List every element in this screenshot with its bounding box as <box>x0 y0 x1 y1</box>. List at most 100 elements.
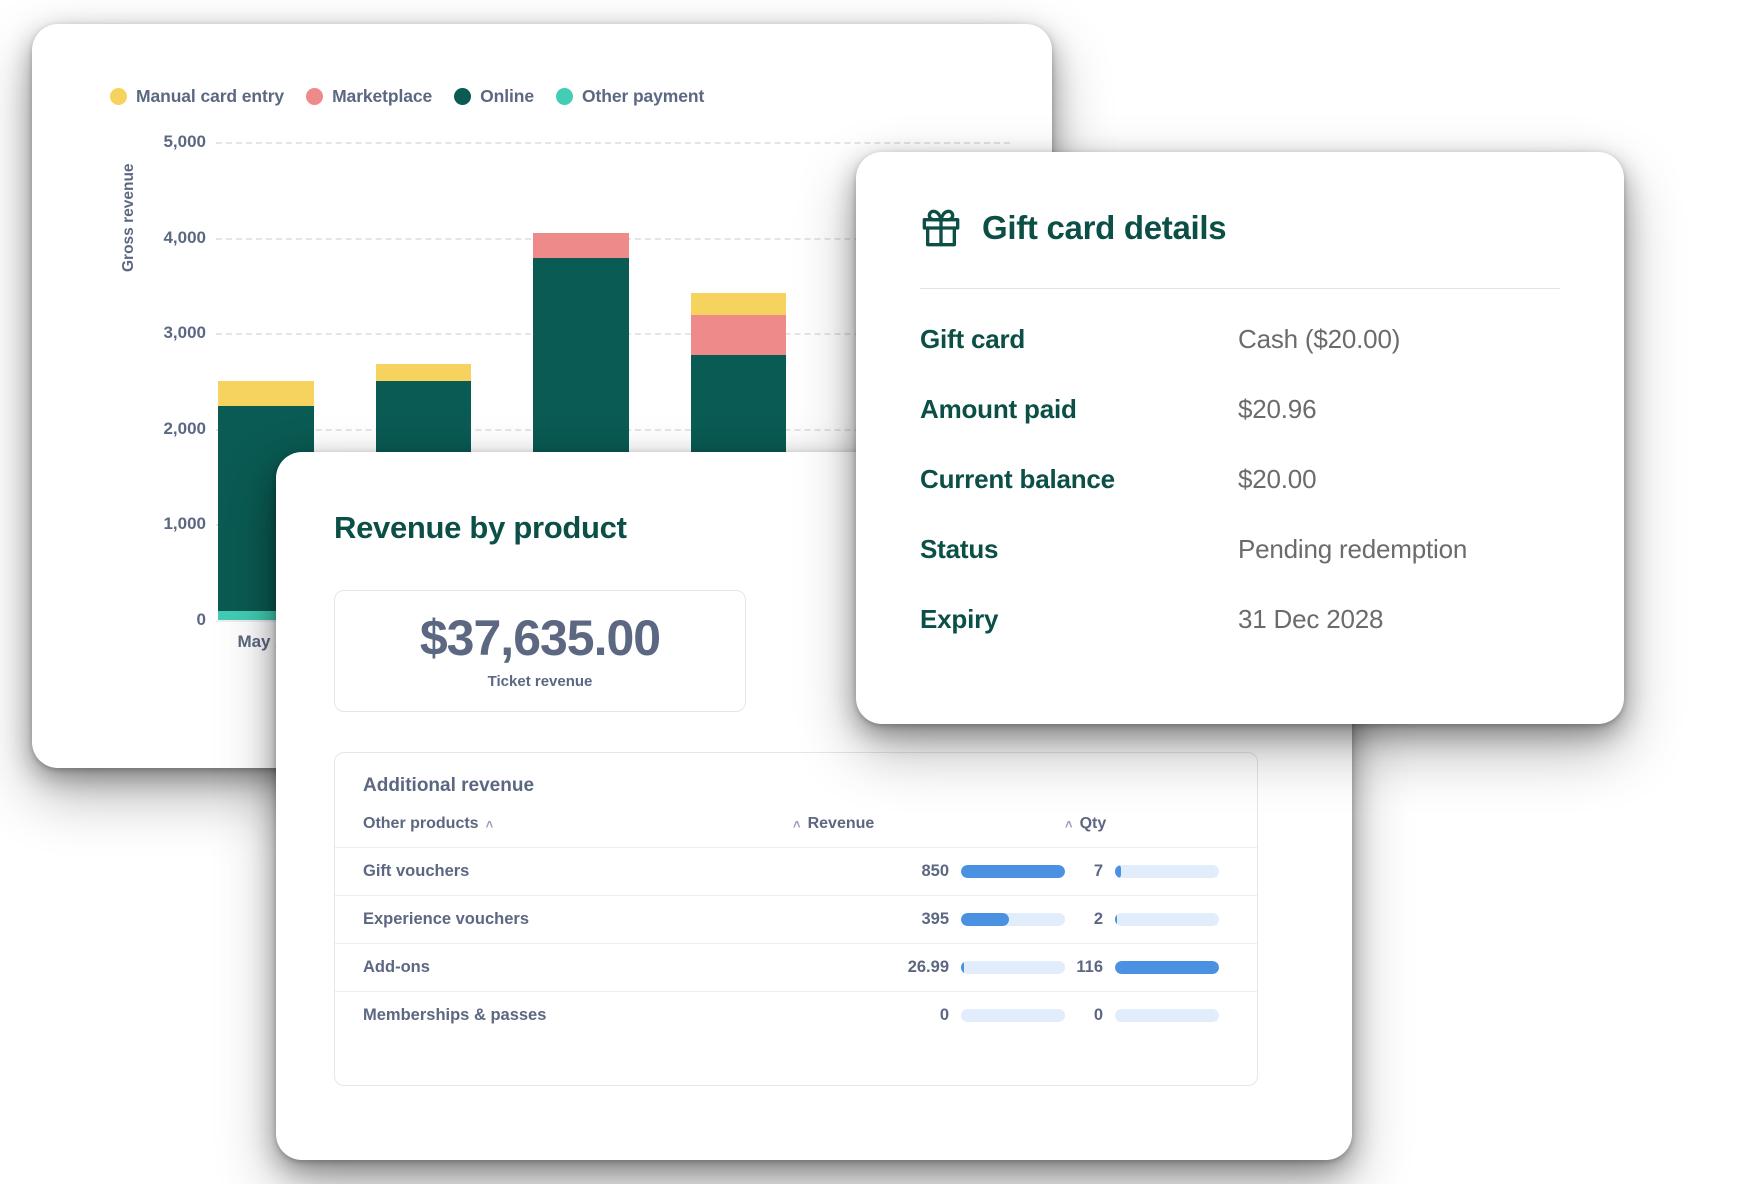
y-tick-3000: 3,000 <box>163 323 206 343</box>
legend-dot-manual-card-entry <box>110 88 127 105</box>
gift-icon <box>920 208 962 248</box>
legend-label: Online <box>480 86 535 106</box>
row-qty-bar <box>1115 913 1219 926</box>
detail-key: Status <box>920 534 999 564</box>
column-header-label: Revenue <box>807 815 875 832</box>
row-revenue-bar <box>961 1009 1065 1022</box>
detail-key: Current balance <box>920 464 1115 494</box>
row-revenue-bar <box>961 913 1065 926</box>
status-badge: Pending redemption <box>1238 534 1468 564</box>
legend-label: Marketplace <box>332 86 433 106</box>
legend-dot-other-payment <box>556 88 574 105</box>
row-revenue-value: 395 <box>921 910 949 928</box>
row-label: Add-ons <box>363 958 430 976</box>
row-qty-value: 116 <box>1076 958 1103 976</box>
y-tick-0: 0 <box>196 610 206 629</box>
row-label: Memberships & passes <box>363 1006 547 1024</box>
kpi-label: Ticket revenue <box>487 672 593 690</box>
bar-fill <box>961 865 1065 878</box>
bar-segment-marketplace <box>690 315 787 356</box>
legend-item-other-payment[interactable]: Other payment <box>556 86 704 107</box>
bar-segment-manual-card-entry <box>690 293 787 316</box>
sort-caret-up-icon: ˄ <box>1065 816 1073 832</box>
detail-value: 31 Dec 2028 <box>1238 604 1384 634</box>
sort-caret-up-icon: ˄ <box>485 816 494 832</box>
table-header-row: Other products ˄ ˄ Revenue ˄ Qty <box>335 815 1257 848</box>
y-tick-4000: 4,000 <box>163 227 206 247</box>
detail-row-status: Status Pending redemption <box>920 534 1568 604</box>
row-revenue-value: 0 <box>939 1006 949 1024</box>
column-header-qty[interactable]: ˄ Qty <box>1065 815 1229 833</box>
bar-fill <box>961 913 1009 926</box>
row-qty-metric: 0 <box>1065 1006 1229 1025</box>
column-header-label: Other products <box>363 815 479 832</box>
detail-value: Cash ($20.00) <box>1238 324 1401 354</box>
row-revenue-metric: 850 <box>663 862 1065 881</box>
sort-caret-up-icon: ˄ <box>793 816 801 832</box>
bar-segment-manual-card-entry <box>218 380 314 406</box>
bar-fill <box>1115 961 1219 974</box>
bar-fill <box>1115 865 1122 878</box>
detail-value: $20.96 <box>1238 394 1317 424</box>
row-qty-metric: 116 <box>1065 958 1229 977</box>
detail-row-amount-paid: Amount paid $20.96 <box>920 394 1568 464</box>
table-row[interactable]: Gift vouchers 850 7 <box>335 848 1257 896</box>
row-qty-metric: 2 <box>1065 910 1229 929</box>
detail-key: Expiry <box>920 604 999 634</box>
row-qty-value: 2 <box>1093 910 1103 928</box>
row-revenue-bar <box>961 865 1065 878</box>
table-row[interactable]: Memberships & passes 0 0 <box>335 992 1257 1039</box>
legend-item-marketplace[interactable]: Marketplace <box>306 86 432 107</box>
gift-card-detail-rows: Gift card Cash ($20.00) Amount paid $20.… <box>920 324 1568 674</box>
row-qty-bar <box>1115 865 1219 878</box>
row-revenue-metric: 395 <box>663 910 1065 929</box>
ticket-revenue-kpi: $37,635.00 Ticket revenue <box>334 590 746 712</box>
detail-key: Gift card <box>920 324 1026 354</box>
detail-row-current-balance: Current balance $20.00 <box>920 464 1568 534</box>
column-header-revenue[interactable]: ˄ Revenue <box>793 815 1065 833</box>
additional-revenue-table: Other products ˄ ˄ Revenue ˄ Qty Gift vo… <box>335 815 1257 1039</box>
gift-card-details-card: Gift card details Gift card Cash ($20.00… <box>856 152 1624 724</box>
legend-item-manual-card-entry[interactable]: Manual card entry <box>110 86 284 107</box>
bar-fill <box>961 961 965 974</box>
row-label: Gift vouchers <box>363 862 470 880</box>
additional-revenue-panel: Additional revenue Other products ˄ ˄ Re… <box>334 752 1258 1086</box>
row-revenue-value: 26.99 <box>907 958 949 976</box>
row-revenue-metric: 0 <box>663 1006 1065 1025</box>
legend-label: Manual card entry <box>136 86 285 106</box>
row-qty-metric: 7 <box>1065 862 1229 881</box>
row-label: Experience vouchers <box>363 910 529 928</box>
gridline-5000 <box>216 142 1010 144</box>
additional-revenue-title: Additional revenue <box>363 775 535 796</box>
row-revenue-metric: 26.99 <box>663 958 1065 977</box>
legend-item-online[interactable]: Online <box>454 86 534 107</box>
detail-row-gift-card: Gift card Cash ($20.00) <box>920 324 1568 394</box>
row-revenue-value: 850 <box>921 862 949 880</box>
table-row[interactable]: Experience vouchers 395 2 <box>335 896 1257 944</box>
gift-card-header: Gift card details <box>920 208 1227 248</box>
table-row[interactable]: Add-ons 26.99 116 <box>335 944 1257 992</box>
row-qty-value: 0 <box>1093 1006 1103 1024</box>
detail-key: Amount paid <box>920 394 1077 424</box>
row-revenue-bar <box>961 961 1065 974</box>
y-tick-5000: 5,000 <box>163 132 206 151</box>
gift-card-title: Gift card details <box>982 209 1227 246</box>
kpi-value: $37,635.00 <box>419 610 661 667</box>
legend-dot-marketplace <box>306 88 324 105</box>
legend-dot-online <box>454 88 472 105</box>
row-qty-bar <box>1115 961 1219 974</box>
bar-segment-marketplace <box>533 232 629 258</box>
detail-value: $20.00 <box>1238 464 1317 494</box>
chart-legend: Manual card entry Marketplace Online Oth… <box>110 86 704 107</box>
y-tick-1000: 1,000 <box>163 514 206 534</box>
revenue-card-title: Revenue by product <box>334 510 627 545</box>
legend-label: Other payment <box>582 86 705 106</box>
detail-row-expiry: Expiry 31 Dec 2028 <box>920 604 1568 674</box>
bar-fill <box>1115 913 1118 926</box>
row-qty-value: 7 <box>1093 862 1103 880</box>
bar-segment-manual-card-entry <box>375 364 472 381</box>
row-qty-bar <box>1115 1009 1219 1022</box>
gift-card-divider <box>920 288 1560 289</box>
column-header-other-products[interactable]: Other products ˄ <box>363 815 793 833</box>
